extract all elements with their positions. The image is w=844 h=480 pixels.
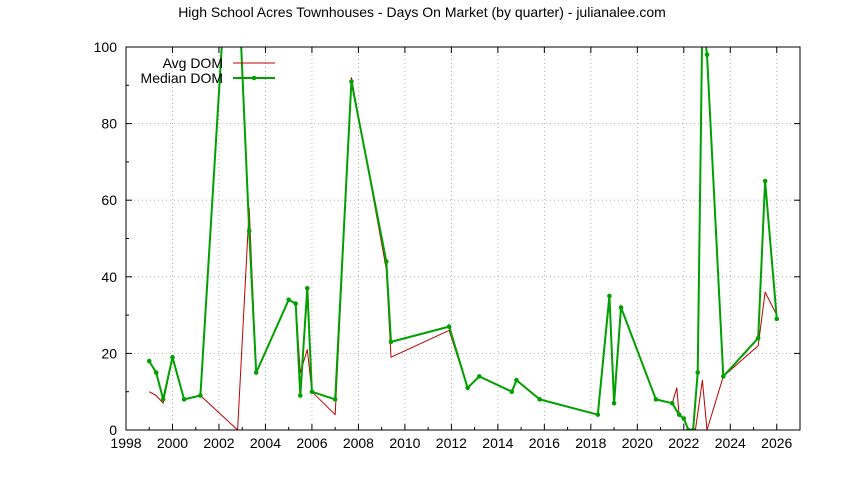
- x-tick-label: 2002: [203, 435, 234, 451]
- legend-label-avg-dom: Avg DOM: [163, 55, 223, 71]
- x-tick-label: 2010: [389, 435, 420, 451]
- median-dom-point: [170, 354, 175, 360]
- median-dom-point: [676, 412, 682, 417]
- x-tick-label: 2008: [343, 435, 374, 451]
- avg-dom-line: [148, 77, 778, 430]
- legend-marker-median-dom: [251, 75, 257, 81]
- median-dom-point: [755, 335, 761, 341]
- median-dom-point: [509, 389, 515, 395]
- median-dom-point: [293, 301, 298, 306]
- median-dom-point: [653, 397, 659, 402]
- median-dom-point: [681, 416, 687, 421]
- x-tick-label: 2026: [761, 435, 792, 451]
- median-dom-point: [476, 374, 482, 379]
- x-tick-label: 2012: [436, 435, 467, 451]
- median-dom-point: [332, 397, 338, 402]
- legend-label-median-dom: Median DOM: [141, 70, 223, 86]
- median-dom-point: [695, 370, 701, 375]
- median-dom-point: [146, 358, 152, 364]
- y-tick-label: 60: [101, 192, 117, 208]
- plot-frame: [125, 46, 801, 431]
- median-dom-point: [153, 370, 159, 375]
- median-dom-line: [148, 47, 778, 430]
- series-lines: [146, 14, 780, 430]
- median-dom-point: [246, 228, 252, 234]
- median-dom-point: [465, 385, 470, 391]
- y-tick-label: 40: [101, 269, 117, 285]
- median-dom-point: [349, 79, 354, 84]
- x-tick-label: 2000: [157, 435, 188, 451]
- median-dom-point: [721, 374, 726, 379]
- x-tick-label: 2020: [622, 435, 653, 451]
- y-tick-label: 100: [94, 39, 118, 55]
- median-dom-point: [304, 285, 310, 291]
- x-tick-label: 2018: [575, 435, 606, 451]
- median-dom-point: [298, 393, 303, 398]
- median-dom-point: [704, 52, 710, 57]
- median-dom-point: [181, 397, 187, 402]
- median-dom-point: [618, 305, 624, 310]
- y-tick-label: 80: [101, 116, 117, 132]
- median-dom-point: [286, 297, 291, 303]
- axis-ticks: 1998 2000 2002 2004 2006 2008 2010 2012 2014 2016…: [94, 39, 800, 451]
- y-tick-label: 20: [101, 345, 117, 361]
- median-dom-point: [537, 397, 542, 402]
- median-dom-point: [686, 427, 691, 430]
- x-tick-label: 2006: [296, 435, 327, 451]
- median-dom-point: [253, 370, 259, 375]
- median-dom-point: [700, 14, 705, 19]
- median-dom-point: [446, 324, 452, 329]
- median-dom-point: [611, 400, 617, 406]
- median-dom-point: [690, 427, 696, 430]
- median-dom-point: [607, 293, 612, 299]
- x-tick-label: 2014: [482, 435, 513, 451]
- x-tick-label: 1998: [110, 435, 141, 451]
- median-dom-point: [762, 178, 768, 184]
- median-dom-point: [669, 400, 675, 406]
- median-dom-point: [774, 316, 780, 322]
- x-tick-label: 2016: [529, 435, 560, 451]
- median-dom-point: [595, 412, 601, 417]
- x-tick-label: 2004: [250, 435, 281, 451]
- median-dom-point: [198, 393, 203, 398]
- chart-title: High School Acres Townhouses - Days On M…: [178, 4, 666, 20]
- median-dom-point: [388, 339, 394, 345]
- x-tick-label: 2024: [715, 435, 746, 451]
- median-dom-point: [384, 259, 389, 264]
- x-tick-label: 2022: [668, 435, 699, 451]
- y-tick-label: 0: [109, 422, 117, 438]
- median-dom-point: [514, 377, 519, 383]
- median-dom-point: [309, 389, 315, 395]
- median-dom-point: [160, 397, 166, 402]
